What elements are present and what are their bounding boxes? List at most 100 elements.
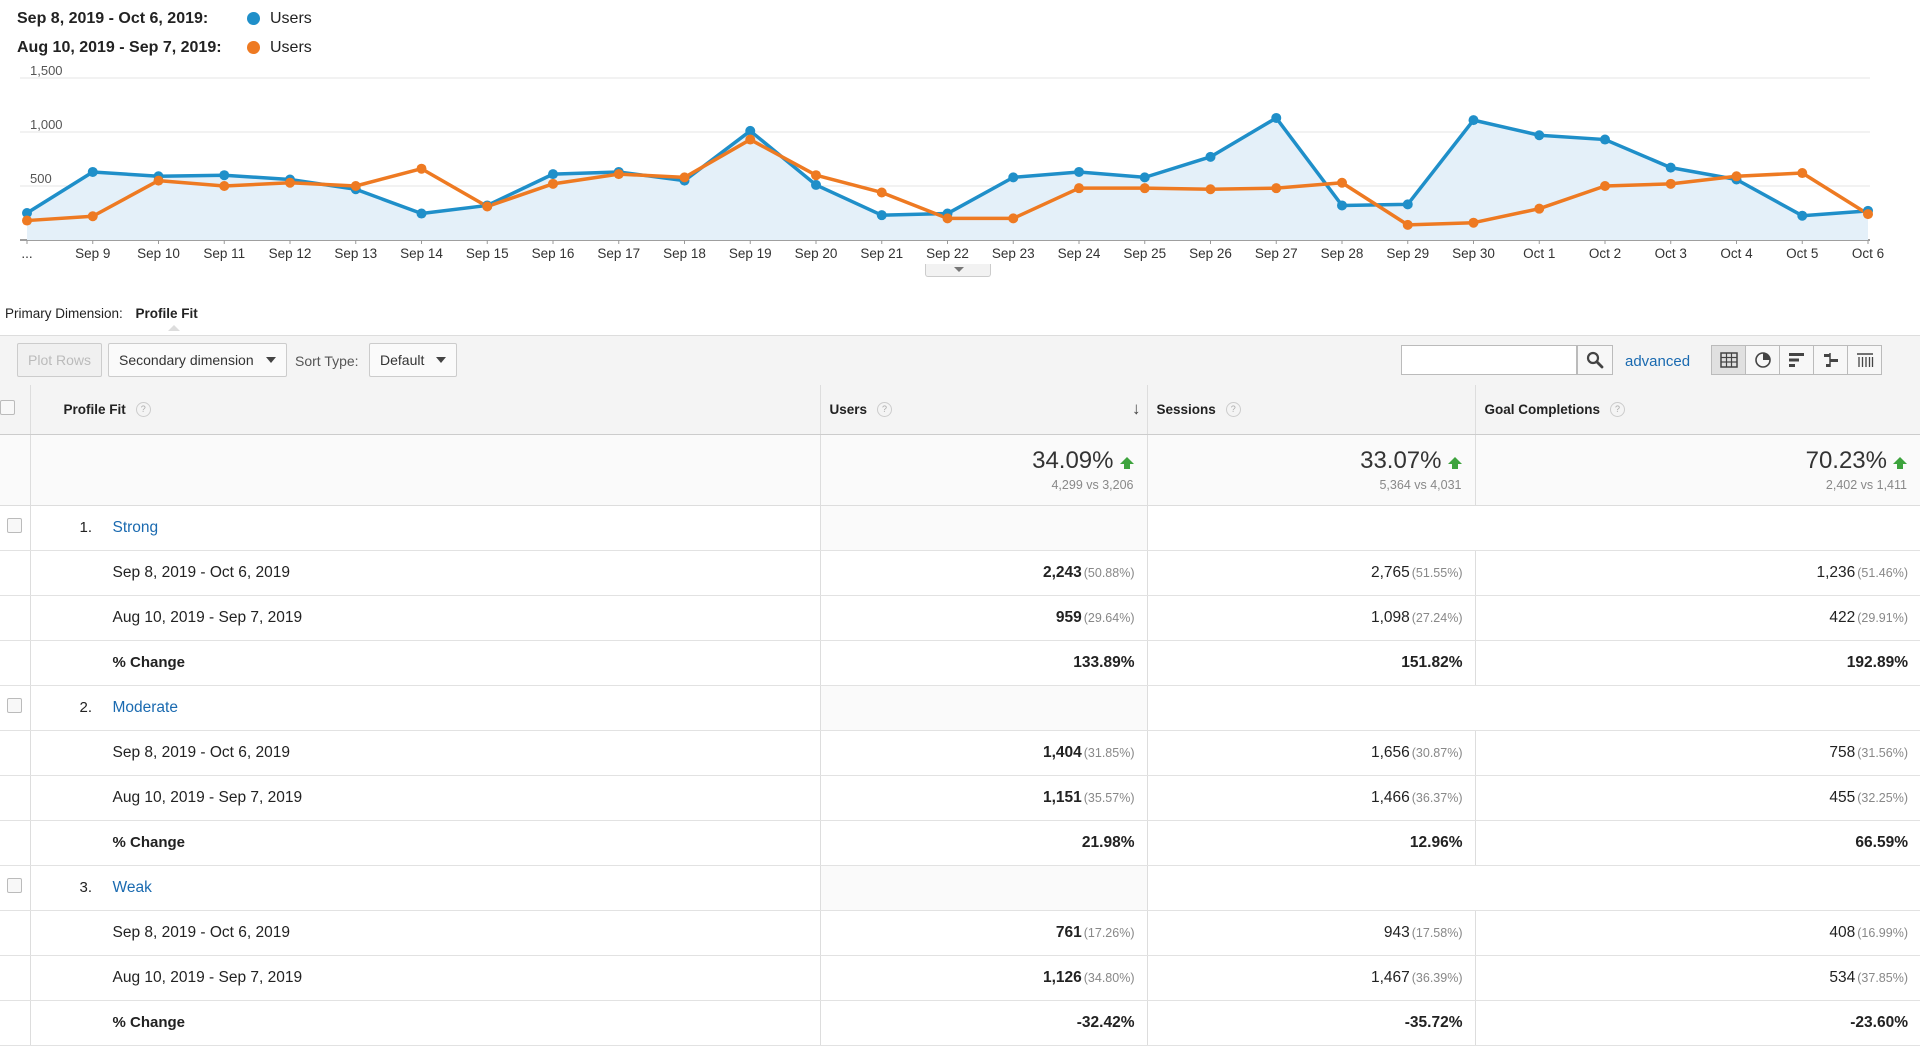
row-label: % Change (30, 1000, 821, 1046)
help-circle-icon[interactable]: ? (135, 401, 151, 417)
table-row: Aug 10, 2019 - Sep 7, 2019 959 (29.64%) 1… (0, 595, 1920, 641)
cell-value: 1,404 (1042, 743, 1082, 761)
cell-users: 1,151 (35.57%) (820, 775, 1148, 821)
column-header-profile-fit[interactable]: Profile Fit ? (30, 385, 821, 435)
row-label: Aug 10, 2019 - Sep 7, 2019 (30, 955, 821, 1001)
y-tick-label: 500 (30, 171, 52, 186)
x-tick-label: Sep 19 (729, 246, 772, 261)
cell-sessions-change: -35.72% (1147, 1000, 1476, 1046)
column-header-users[interactable]: Users ? ↓ (820, 385, 1148, 435)
row-spacer (0, 730, 31, 776)
cell-goals: 1,236 (51.46%) (1475, 550, 1920, 596)
row-checkbox[interactable] (7, 697, 23, 713)
sort-type-dropdown[interactable]: Default (369, 343, 458, 377)
sort-type-value: Default (380, 352, 425, 368)
data-point-previous (1008, 213, 1019, 224)
data-point-previous (153, 175, 164, 186)
x-tick-label: Oct 3 (1655, 246, 1687, 261)
x-tick-label: Sep 11 (203, 246, 245, 261)
primary-dimension: Primary Dimension: Profile Fit (5, 306, 198, 331)
x-tick-label: Sep 10 (137, 246, 180, 261)
pivot-view-button[interactable] (1847, 345, 1882, 375)
cell-percent: (17.58%) (1411, 925, 1463, 940)
row-checkbox-cell (0, 505, 31, 551)
data-point-previous (1139, 183, 1150, 194)
table-view-icon (1719, 352, 1738, 368)
row-checkbox[interactable] (7, 517, 23, 533)
chart-resize-handle[interactable] (925, 264, 991, 277)
data-point-current (1205, 151, 1216, 162)
users-line-chart[interactable]: 500 1,000 1,500... Sep 9 Sep 10 Sep 11 Sep 12 S… (0, 60, 1920, 270)
cell-value: 1,151 (1042, 788, 1082, 806)
data-point-previous (1534, 203, 1545, 214)
column-header-label: Goal Completions (1484, 401, 1601, 417)
cell-goals-change: 66.59% (1475, 820, 1920, 866)
data-point-previous (22, 215, 32, 226)
bar-view-button[interactable] (1779, 345, 1814, 375)
row-checkbox[interactable] (7, 877, 23, 893)
group-label-cell: 2. Moderate (30, 685, 821, 731)
row-label: % Change (30, 640, 821, 686)
group-link[interactable]: Strong (112, 518, 159, 536)
cell-value: 959 (1055, 608, 1082, 626)
group-empty-cell (820, 685, 1148, 731)
cell-value: 534 (1829, 968, 1856, 986)
cell-goals-change: 192.89% (1475, 640, 1920, 686)
column-header-sessions[interactable]: Sessions ? (1147, 385, 1476, 435)
cell-percent: (50.88%) (1083, 565, 1135, 580)
help-circle-icon[interactable]: ? (1225, 401, 1241, 417)
data-point-previous (219, 181, 230, 191)
secondary-dimension-label: Secondary dimension (119, 352, 254, 368)
cell-value: 1,467 (1370, 968, 1410, 986)
data-point-previous (1665, 178, 1676, 189)
primary-dimension-value[interactable]: Profile Fit (135, 306, 198, 321)
group-link[interactable]: Moderate (112, 698, 178, 716)
data-point-previous (876, 187, 887, 198)
x-tick-label: Sep 16 (532, 246, 575, 261)
column-header-goal-completions[interactable]: Goal Completions ? (1475, 385, 1920, 435)
help-circle-icon[interactable]: ? (877, 401, 893, 417)
table-row: Aug 10, 2019 - Sep 7, 2019 1,151 (35.57%)… (0, 775, 1920, 821)
legend-dot-current (247, 12, 260, 25)
cell-percent: (37.85%) (1857, 970, 1908, 985)
data-point-current (219, 170, 230, 181)
advanced-filter-link[interactable]: advanced (1625, 353, 1691, 370)
table-group-row: 3. Weak (0, 865, 1920, 911)
table-view-button[interactable] (1711, 345, 1746, 375)
data-point-previous (1337, 177, 1347, 188)
group-empty-cell (1147, 685, 1920, 731)
data-point-current (1139, 172, 1150, 183)
totals-empty-cell (0, 434, 31, 506)
primary-dimension-pointer (168, 325, 180, 331)
row-spacer (0, 640, 31, 686)
totals-goals: 70.23% 2,402 vs 1,411 (1475, 434, 1920, 506)
legend-series-previous: Users (270, 38, 312, 56)
x-tick-label: Sep 23 (992, 246, 1035, 261)
row-spacer (0, 820, 31, 866)
data-point-current (745, 125, 756, 136)
cell-value: 1,656 (1370, 743, 1410, 761)
table-search-input[interactable] (1401, 345, 1577, 375)
select-all-checkbox[interactable] (0, 400, 15, 416)
cell-value: 943 (1383, 923, 1410, 941)
help-circle-icon[interactable]: ? (1610, 401, 1626, 417)
secondary-dimension-dropdown[interactable]: Secondary dimension (108, 343, 287, 377)
x-tick-label: ... (21, 246, 32, 261)
data-point-previous (1731, 171, 1742, 182)
pie-view-button[interactable] (1745, 345, 1780, 375)
group-label-cell: 1. Strong (30, 505, 821, 551)
search-button[interactable] (1577, 345, 1613, 375)
data-point-current (1402, 199, 1413, 210)
cell-goals: 758 (31.56%) (1475, 730, 1920, 776)
cell-value: 1,466 (1370, 788, 1410, 806)
row-label: Sep 8, 2019 - Oct 6, 2019 (30, 550, 821, 596)
group-link[interactable]: Weak (112, 878, 152, 896)
comparison-view-button[interactable] (1813, 345, 1848, 375)
plot-rows-button[interactable]: Plot Rows (17, 343, 103, 377)
legend-row-current: Sep 8, 2019 - Oct 6, 2019: Users (17, 4, 312, 33)
cell-percent: (51.55%) (1411, 565, 1463, 580)
arrow-up-icon (1119, 457, 1134, 469)
legend-range-previous: Aug 10, 2019 - Sep 7, 2019: (17, 38, 222, 56)
data-point-previous (811, 170, 821, 181)
data-point-current (1008, 172, 1019, 183)
